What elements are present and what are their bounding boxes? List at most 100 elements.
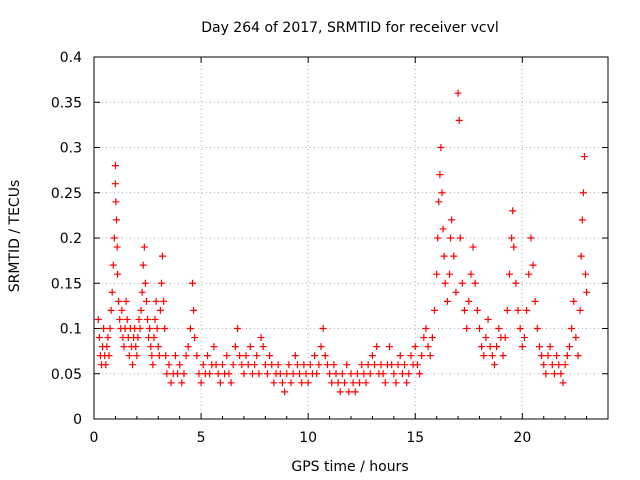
data-point [458,279,466,287]
data-point [332,370,340,378]
data-point [583,288,591,296]
data-point [469,243,477,251]
data-point [392,379,400,387]
data-point [366,370,374,378]
data-point [405,370,413,378]
data-point [111,180,119,188]
data-point [225,370,233,378]
data-point [227,379,235,387]
data-point [261,361,269,369]
data-point [281,388,289,396]
data-point [184,343,192,351]
data-point [319,325,327,332]
data-point [107,306,115,314]
data-point [349,379,357,387]
data-point [148,352,156,360]
data-point [480,352,488,360]
data-point [133,352,141,360]
data-point [557,370,565,378]
y-axis-label: SRMTID / TECUs [7,180,23,293]
data-point [118,306,126,314]
data-point [186,325,194,332]
data-point [296,370,304,378]
data-point [103,343,111,351]
data-point [416,370,424,378]
data-point [351,388,359,396]
data-point [283,370,291,378]
data-point [132,343,140,351]
data-point [347,370,355,378]
data-point [538,352,546,360]
data-point [579,189,587,197]
data-point [373,343,381,351]
data-point [113,243,121,251]
series-srmtid-points [94,89,591,396]
data-point [516,325,524,332]
data-point [488,352,496,360]
data-point [139,261,147,269]
data-point [555,361,563,369]
data-point [313,370,321,378]
data-point [520,334,528,342]
data-point [463,325,471,332]
data-point [100,325,108,332]
y-tick-label: 0.4 [60,50,82,66]
data-point [263,370,271,378]
data-point [447,234,455,242]
data-point [364,361,372,369]
data-point [106,325,114,332]
data-point [291,352,299,360]
data-point [473,306,481,314]
data-point [176,361,184,369]
data-point [377,361,385,369]
data-point [572,334,580,342]
data-point [576,306,584,314]
y-tick-label: 0.2 [60,231,82,247]
data-point [199,361,207,369]
data-point [428,334,436,342]
y-tick-label: 0 [73,412,82,428]
data-point [268,361,276,369]
data-point [171,352,179,360]
data-point [160,297,168,305]
data-point [452,288,460,296]
data-point [174,370,182,378]
data-point [561,361,569,369]
data-point [274,361,282,369]
data-point [490,361,498,369]
data-point [330,361,338,369]
data-point [134,334,142,342]
data-point [182,352,190,360]
data-point [465,297,473,305]
data-point [353,370,361,378]
data-point [197,379,205,387]
data-point [338,370,346,378]
data-point [144,315,152,323]
data-point [149,361,157,369]
data-point [525,270,533,278]
data-point [546,343,554,351]
data-point [162,352,170,360]
data-point [523,306,531,314]
data-point [323,361,331,369]
data-point [122,297,130,305]
data-point [510,243,518,251]
data-point [110,234,118,242]
data-point [499,352,507,360]
y-tick-label: 0.05 [51,367,82,383]
data-point [426,352,434,360]
data-point [244,361,252,369]
data-point [154,343,162,351]
data-point [304,379,312,387]
data-point [542,370,550,378]
data-point [418,352,426,360]
data-point [285,361,293,369]
data-point [151,315,159,323]
data-point [229,361,237,369]
grid-lines [94,57,608,419]
data-point [142,297,150,305]
data-point [242,352,250,360]
data-point [163,370,171,378]
data-point [212,361,220,369]
data-point [311,352,319,360]
